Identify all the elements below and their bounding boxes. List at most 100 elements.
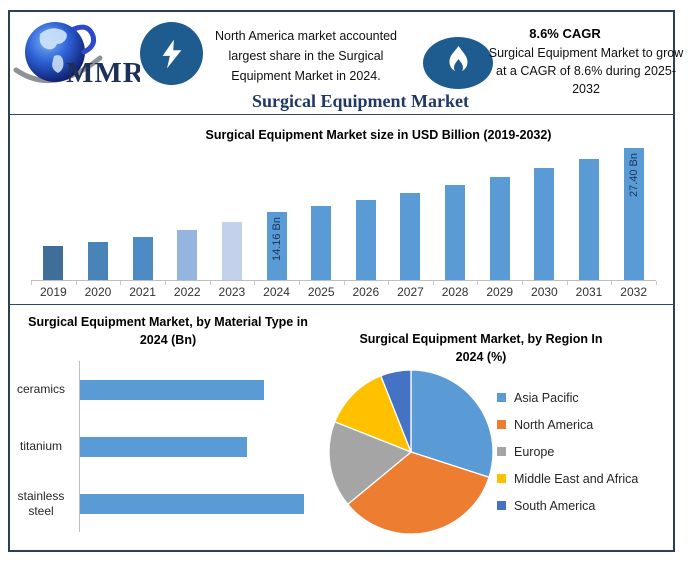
- bar-2026: [355, 199, 376, 280]
- hbar-titanium: [80, 436, 248, 457]
- mmr-logo: MMR: [10, 12, 144, 92]
- bar-chart-plot: 14.16 Bn 27.40 Bn: [31, 143, 656, 280]
- globe-icon: MMR: [13, 22, 144, 89]
- x-tick-label-2031: 2031: [575, 285, 603, 299]
- bar-2030: [534, 168, 555, 280]
- bar-column-2029: [477, 143, 522, 280]
- lightning-icon: [140, 22, 203, 85]
- category-label-stainless-steel: stainless steel: [17, 488, 65, 518]
- bar-column-2032: 27.40 Bn: [611, 143, 656, 280]
- x-tick-label-2023: 2023: [218, 285, 246, 299]
- bar-2028: [445, 185, 466, 280]
- legend-item-north-america: North America: [497, 411, 638, 438]
- x-tick-label-2027: 2027: [397, 285, 424, 299]
- x-tick-mark: [254, 281, 256, 285]
- bar-value-label-2032: 27.40 Bn: [627, 153, 640, 198]
- x-tick-mark: [75, 281, 77, 285]
- lightning-bolt-glyph: [162, 39, 181, 68]
- x-tick-mark: [656, 281, 657, 285]
- bar-column-2030: [522, 143, 567, 280]
- x-tick-label-2026: 2026: [352, 285, 380, 299]
- category-label-ceramics: ceramics: [16, 382, 65, 396]
- bar-column-2023: [210, 143, 255, 280]
- legend-item-europe: Europe: [497, 438, 638, 465]
- legend-label-asia-pacific: Asia Pacific: [514, 390, 579, 405]
- x-tick-mark: [522, 281, 524, 285]
- x-tick-mark: [164, 281, 166, 285]
- bar-2031: [579, 158, 599, 280]
- bar-column-2019: [31, 143, 76, 280]
- bar-column-2025: [299, 143, 344, 280]
- bar-2022: [177, 229, 198, 280]
- material-chart-plot: [80, 361, 333, 532]
- region-chart-title: Surgical Equipment Market, by Region In …: [359, 332, 603, 365]
- region-legend: Asia Pacific North America Europe Middle Ea…: [497, 384, 638, 519]
- x-tick-label-2024: 2024: [263, 285, 290, 299]
- pie-slice-south-america: [380, 369, 412, 453]
- flame-icon: [423, 37, 493, 89]
- banner-highlight-left: North America market accounted largest s…: [214, 29, 398, 83]
- pie-slice-asia-pacific: [410, 369, 494, 478]
- bar-2019: [43, 246, 64, 280]
- legend-label-europe: Europe: [514, 444, 555, 459]
- legend-label-middle-east-and-africa: Middle East and Africa: [514, 471, 639, 486]
- pie-svg: [328, 369, 494, 535]
- bar-2024: 14.16 Bn: [266, 211, 287, 280]
- x-tick-mark: [298, 281, 300, 285]
- x-tick-label-2030: 2030: [531, 285, 558, 299]
- bar-column-2031: [567, 143, 612, 280]
- bar-column-2020: [76, 143, 121, 280]
- hbar-stainless-steel: [80, 493, 305, 514]
- bar-chart-title: Surgical Equipment Market size in USD Bi…: [205, 128, 552, 142]
- legend-label-south-america: South America: [514, 498, 596, 513]
- legend-swatch-north-america: [497, 420, 506, 429]
- legend-label-north-america: North America: [514, 417, 594, 432]
- x-tick-mark: [388, 281, 390, 285]
- bar-2032: 27.40 Bn: [623, 148, 644, 280]
- legend-item-asia-pacific: Asia Pacific: [497, 384, 638, 411]
- bar-value-label-2024: 14.16 Bn: [270, 216, 283, 261]
- bar-column-2021: [120, 143, 165, 280]
- bar-2029: [489, 177, 510, 280]
- x-tick-label-2022: 2022: [173, 285, 201, 299]
- x-tick-label-2032: 2032: [620, 285, 647, 299]
- material-chart-category-labels: ceramics titanium stainless steel: [8, 361, 74, 532]
- x-tick-label-2019: 2019: [39, 285, 67, 299]
- cagr-body: Surgical Equipment Market to grow at a C…: [488, 46, 684, 97]
- pie-slice-north-america: [347, 451, 490, 535]
- x-tick-label-2021: 2021: [129, 285, 156, 299]
- x-tick-label-2029: 2029: [486, 285, 514, 299]
- bar-column-2028: [433, 143, 478, 280]
- x-tick-mark: [477, 281, 479, 285]
- region-pie-chart: [327, 368, 495, 536]
- legend-swatch-europe: [497, 447, 506, 456]
- x-tick-label-2020: 2020: [84, 285, 112, 299]
- category-label-titanium: titanium: [19, 439, 63, 453]
- x-tick-mark: [343, 281, 345, 285]
- pie-slice-middle-east-and-africa: [334, 375, 412, 453]
- bar-column-2027: [388, 143, 433, 280]
- legend-item-south-america: South America: [497, 492, 638, 519]
- bar-2021: [132, 236, 153, 280]
- bar-2025: [311, 206, 332, 280]
- legend-swatch-middle-east-and-africa: [497, 474, 506, 483]
- x-tick-label-2028: 2028: [441, 285, 469, 299]
- pie-slice-europe: [328, 421, 412, 505]
- bar-column-2024: 14.16 Bn: [254, 143, 299, 280]
- bar-chart-x-axis: [31, 280, 656, 281]
- hbar-ceramics: [80, 379, 264, 400]
- flame-glyph: [449, 46, 467, 73]
- bar-2027: [400, 192, 421, 280]
- bar-column-2026: [343, 143, 388, 280]
- material-chart-y-axis: [79, 361, 80, 532]
- page-title: Surgical Equipment Market: [251, 91, 469, 111]
- x-tick-mark: [566, 281, 568, 285]
- x-tick-label-2025: 2025: [307, 285, 335, 299]
- bar-chart-x-labels: 2019 2020 2021 2022 2023 2024 2025 2026 2027 2028…: [31, 285, 656, 299]
- outer-frame: [8, 10, 675, 552]
- bar-column-2022: [165, 143, 210, 280]
- cagr-heading: 8.6% CAGR: [529, 26, 601, 41]
- x-tick-mark: [31, 281, 32, 285]
- legend-item-middle-east-and-africa: Middle East and Africa: [497, 465, 638, 492]
- logo-text: MMR: [66, 57, 140, 89]
